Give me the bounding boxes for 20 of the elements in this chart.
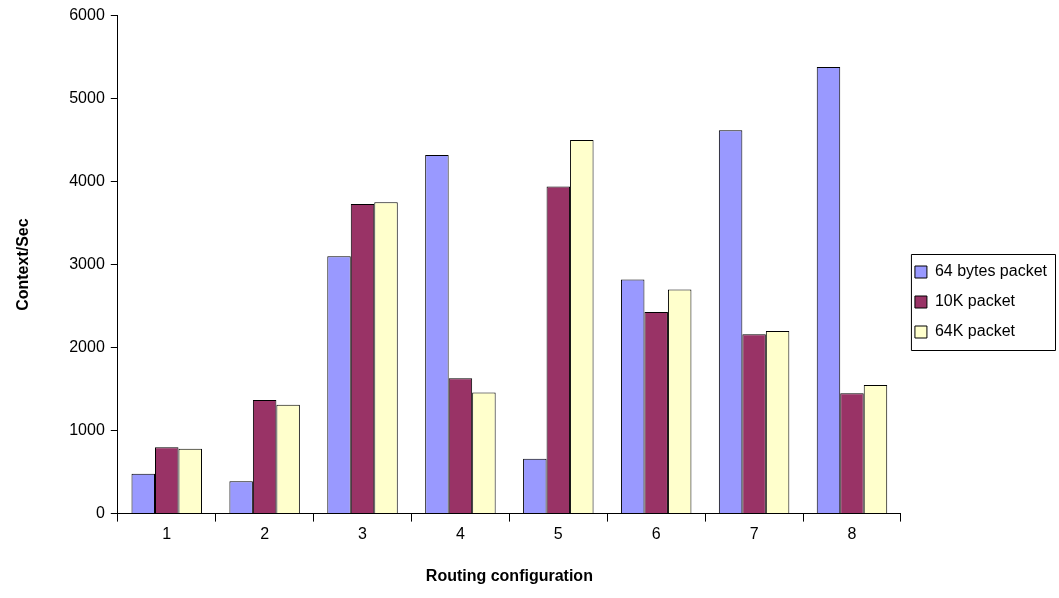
y-tick-label: 6000 xyxy=(69,6,105,24)
legend-label: 10K packet xyxy=(934,292,1016,310)
x-tick-label: 1 xyxy=(162,524,172,542)
y-tick-label: 3000 xyxy=(69,255,105,273)
y-tick-label: 4000 xyxy=(69,172,105,190)
x-tick-label: 3 xyxy=(358,524,368,542)
x-axis-title: Routing configuration xyxy=(425,566,593,584)
x-tick-label: 5 xyxy=(553,524,563,542)
x-tick-label: 6 xyxy=(651,524,661,542)
x-tick-label: 8 xyxy=(847,524,857,542)
y-tick-label: 2000 xyxy=(69,338,105,356)
x-tick-label: 7 xyxy=(749,524,759,542)
legend-label: 64K packet xyxy=(934,322,1016,340)
y-tick-label: 0 xyxy=(95,504,105,522)
y-axis-title: Context/Sec xyxy=(14,218,32,311)
x-tick-label: 2 xyxy=(260,524,270,542)
y-tick-label: 5000 xyxy=(69,89,105,107)
x-tick-label: 4 xyxy=(455,524,465,542)
legend-label: 64 bytes packet xyxy=(934,262,1048,280)
y-tick-label: 1000 xyxy=(69,421,105,439)
